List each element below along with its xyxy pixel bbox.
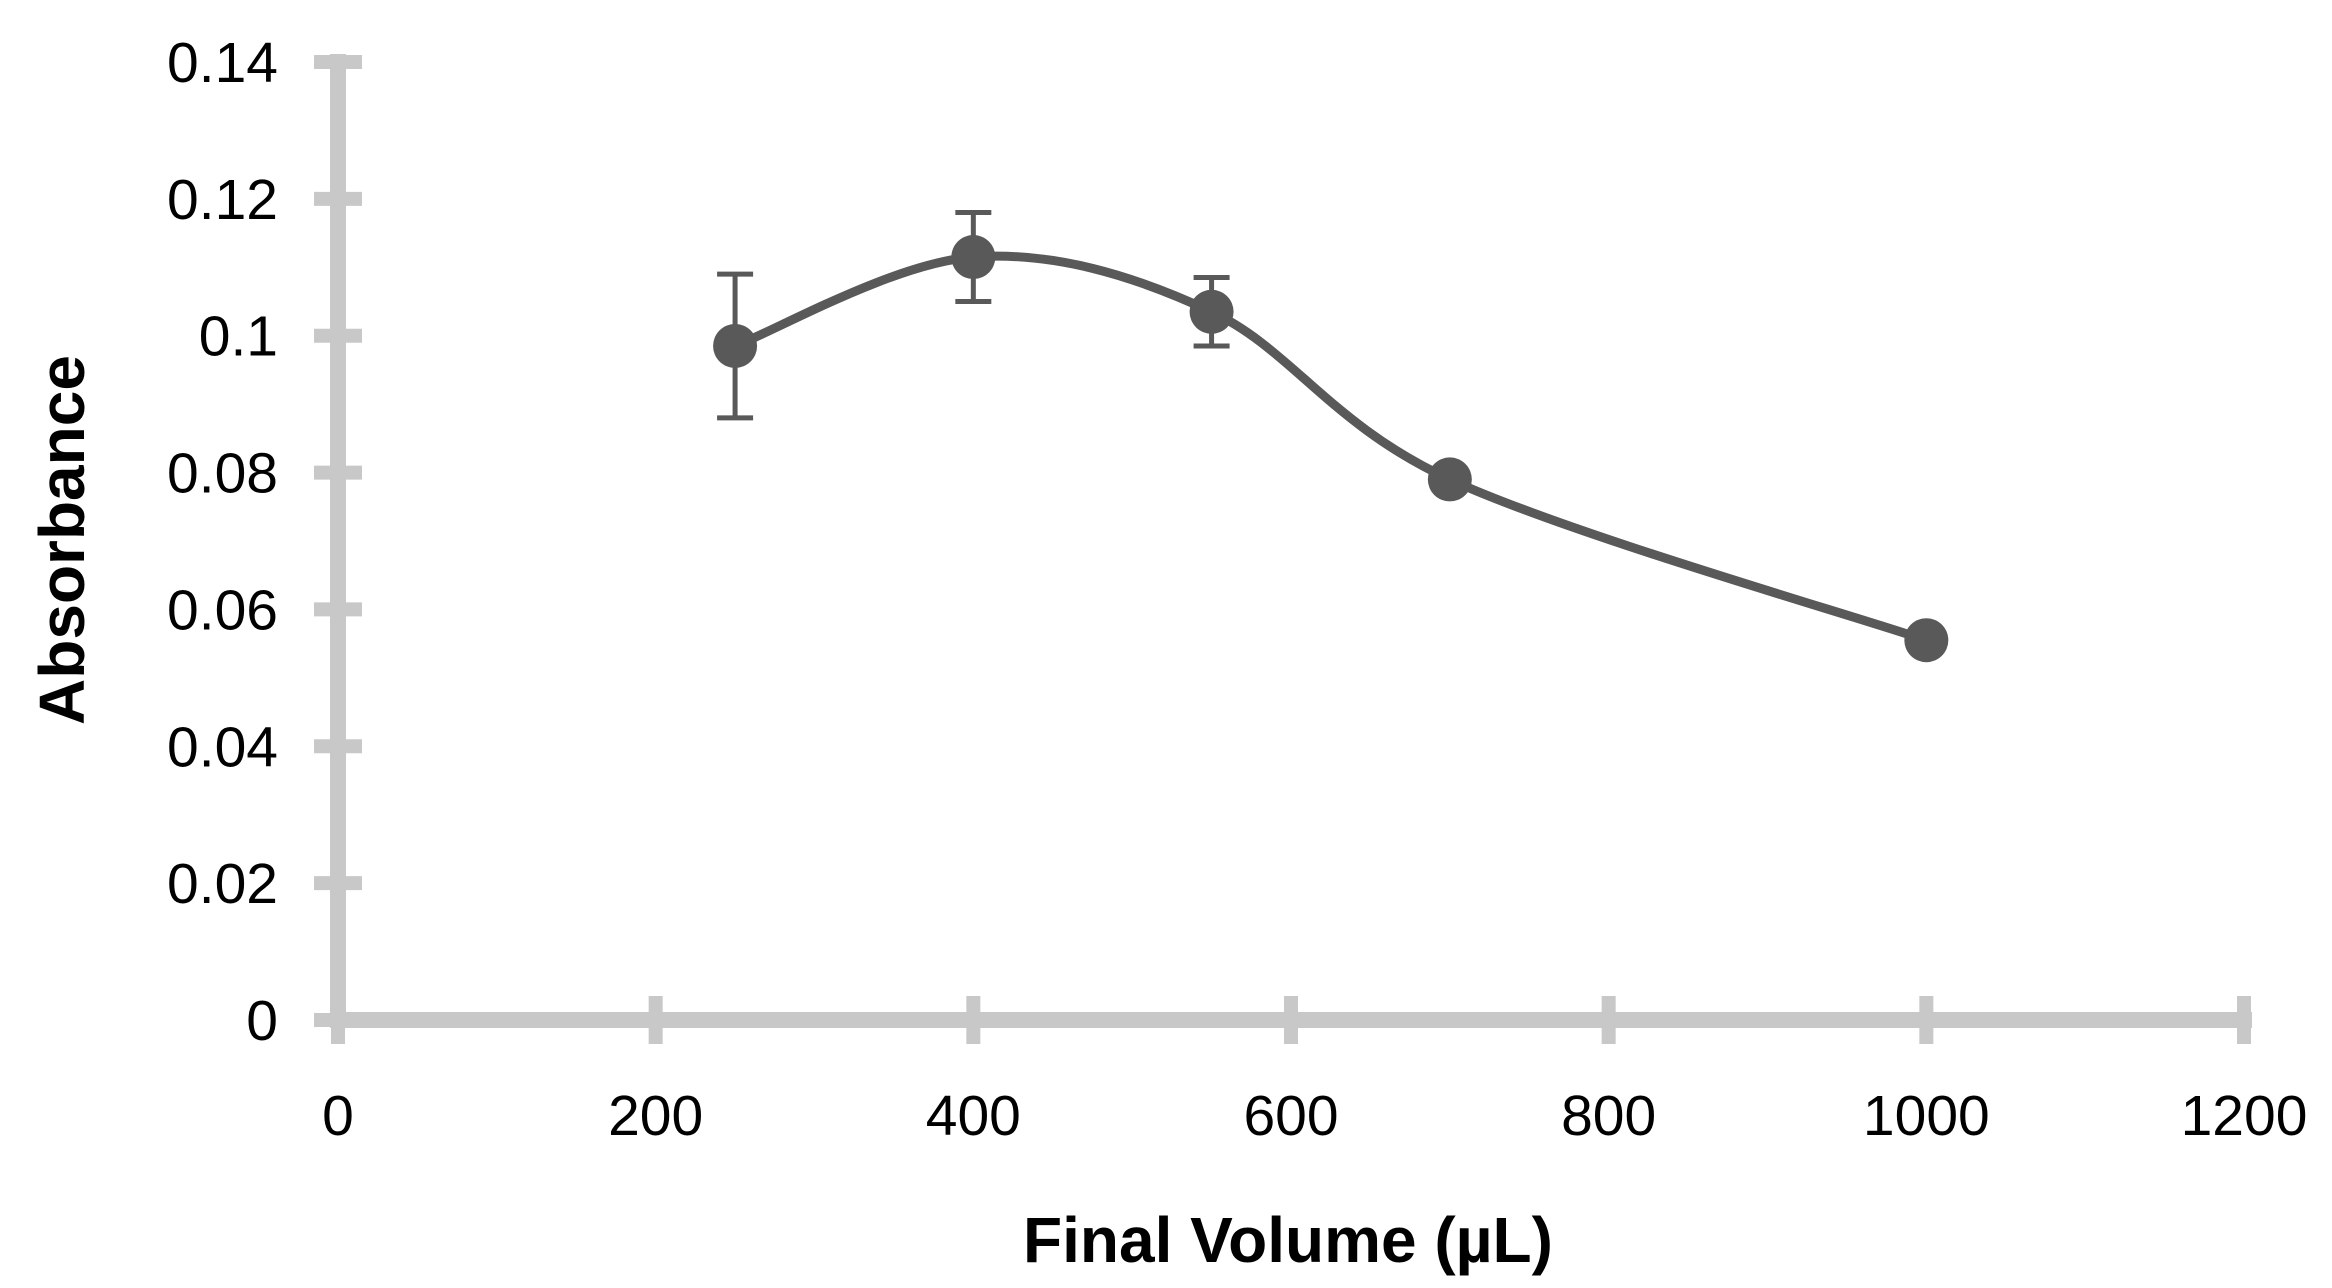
x-tick-label: 600 [1243, 1084, 1338, 1148]
axes [314, 54, 2252, 1044]
series-line [730, 251, 1931, 645]
x-tick-label: 1200 [2181, 1084, 2308, 1148]
data-point [1904, 618, 1949, 663]
y-tick-label: 0.08 [167, 442, 278, 506]
data-point [713, 323, 758, 368]
data-point [951, 235, 996, 280]
y-tick-label: 0.1 [199, 305, 278, 369]
data-point [1189, 289, 1234, 334]
y-tick-label: 0.04 [167, 715, 278, 779]
y-tick-label: 0.12 [167, 168, 278, 232]
x-axis-title: Final Volume (µL) [1023, 1204, 1553, 1276]
series-layer [713, 210, 1949, 663]
x-tick-label: 0 [322, 1084, 354, 1148]
data-point [1427, 457, 1472, 502]
y-tick-label: 0 [246, 989, 278, 1053]
y-tick-label: 0.06 [167, 578, 278, 642]
y-tick-label: 0.02 [167, 852, 278, 916]
y-tick-label: 0.14 [167, 31, 278, 95]
x-tick-label: 200 [608, 1084, 703, 1148]
x-tick-label: 800 [1561, 1084, 1656, 1148]
tick-labels: 0 0.02 0.04 0.06 0.08 0.1 0.12 0.14 0 200 400 600 80… [167, 31, 2307, 1148]
y-axis-title: Absorbance [26, 355, 98, 725]
x-tick-label: 1000 [1863, 1084, 1990, 1148]
x-tick-label: 400 [926, 1084, 1021, 1148]
